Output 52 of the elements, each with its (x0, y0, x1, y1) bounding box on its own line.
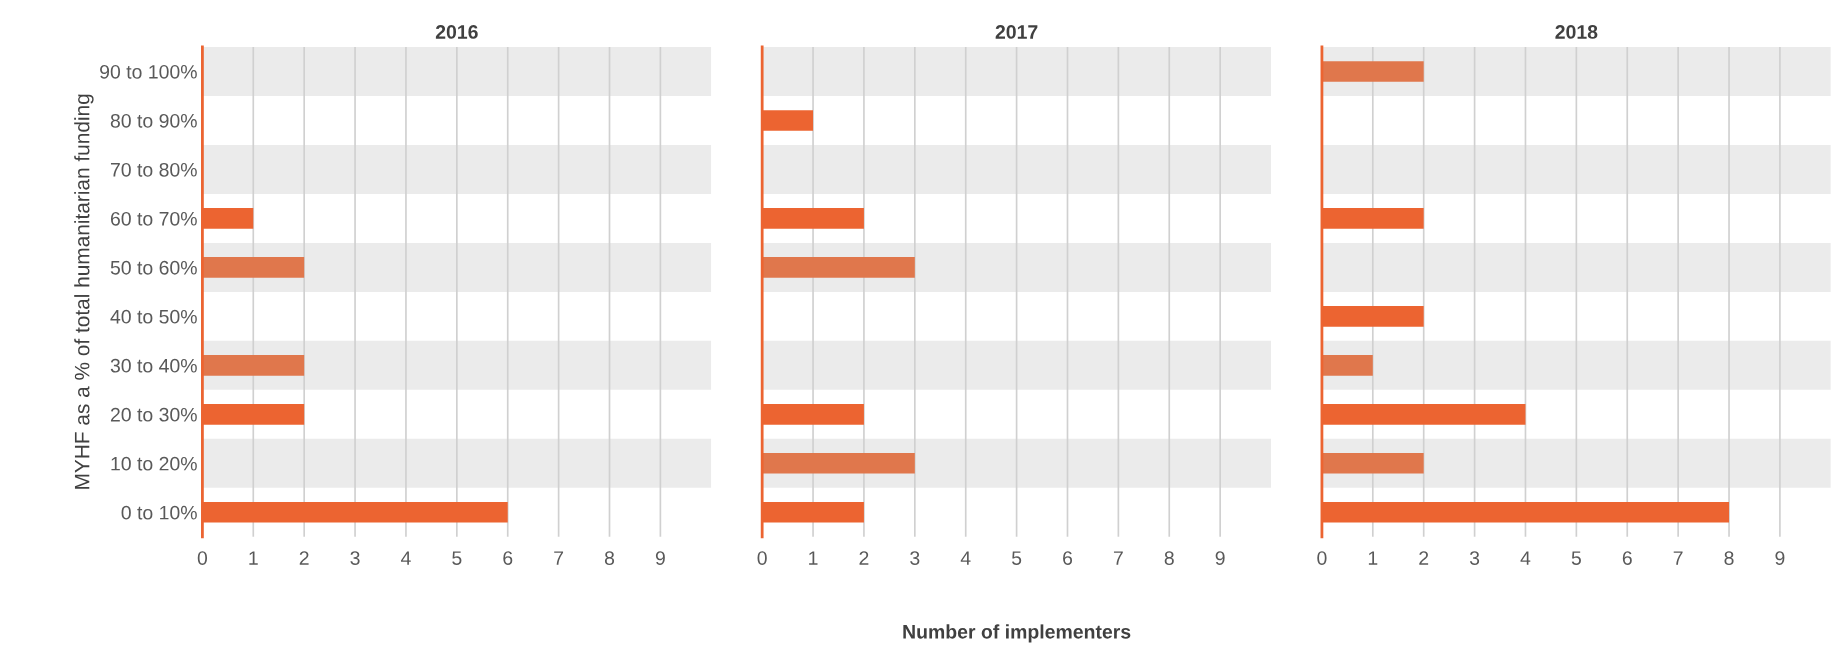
y-tick-label: 20 to 30% (110, 407, 197, 422)
x-tick-label: 5 (1011, 551, 1022, 565)
x-tick-label: 8 (1164, 551, 1174, 565)
x-tick-label: 4 (400, 551, 411, 565)
x-tick-label: 6 (1063, 551, 1073, 565)
x-tick-label: 0 (1317, 551, 1327, 565)
x-tick-label: 6 (503, 551, 513, 565)
y-tick-label: 80 to 90% (110, 113, 197, 128)
x-tick-label: 9 (655, 551, 665, 565)
x-tick-label: 3 (350, 551, 360, 565)
x-tick-label: 4 (960, 551, 971, 565)
x-tick-label: 1 (249, 551, 258, 565)
x-axis-title: Number of implementers (903, 624, 1131, 643)
x-tick-label: 2 (299, 551, 309, 565)
x-tick-label: 4 (1520, 551, 1531, 565)
y-tick-label: 10 to 20% (111, 456, 197, 471)
y-tick-label: 0 to 10% (121, 505, 197, 520)
x-tick-label: 7 (554, 551, 564, 565)
x-tick-label: 3 (910, 551, 920, 565)
x-tick-label: 8 (604, 551, 615, 565)
bar (1321, 355, 1373, 376)
y-tick-label: 70 to 80% (110, 162, 197, 177)
x-tick-label: 2 (1419, 551, 1429, 565)
bar (762, 257, 915, 278)
bar (762, 453, 915, 474)
x-tick-label: 1 (809, 551, 818, 565)
x-tick-label: 3 (1469, 551, 1480, 565)
chart-title: 2018 (1555, 25, 1598, 39)
y-tick-label: 90 to 100% (100, 64, 197, 79)
chart-title: 2016 (435, 25, 478, 39)
x-tick-label: 5 (1571, 551, 1581, 565)
x-tick-label: 0 (757, 551, 767, 565)
x-tick-label: 7 (1673, 551, 1683, 565)
x-tick-label: 7 (1113, 551, 1123, 565)
x-tick-label: 6 (1622, 551, 1632, 565)
y-tick-label: 30 to 40% (110, 358, 197, 373)
x-tick-label: 8 (1724, 551, 1734, 565)
x-tick-label: 0 (197, 551, 208, 565)
y-axis-title: MYHF as a % of total humanitarian funding (74, 94, 94, 489)
bar (202, 257, 305, 278)
y-tick-label: 60 to 70% (110, 211, 197, 226)
x-tick-label: 9 (1215, 551, 1225, 565)
bar (1321, 61, 1424, 82)
x-tick-label: 5 (452, 551, 462, 565)
y-tick-label: 50 to 60% (110, 260, 197, 275)
x-tick-label: 9 (1775, 551, 1785, 565)
y-tick-label: 40 to 50% (110, 309, 197, 324)
chart-title: 2017 (995, 25, 1038, 39)
x-tick-label: 2 (859, 551, 869, 565)
x-tick-label: 1 (1368, 551, 1378, 565)
bar (1321, 453, 1424, 474)
bar (202, 355, 305, 376)
